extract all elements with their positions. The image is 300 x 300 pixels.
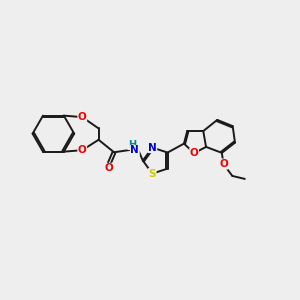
Text: O: O [104, 163, 113, 173]
Text: O: O [78, 112, 87, 122]
Text: N: N [148, 142, 157, 153]
Text: S: S [148, 169, 156, 178]
Text: H: H [128, 140, 136, 149]
Text: O: O [190, 148, 199, 158]
Text: N: N [130, 146, 139, 155]
Text: O: O [78, 145, 87, 155]
Text: O: O [219, 159, 228, 169]
